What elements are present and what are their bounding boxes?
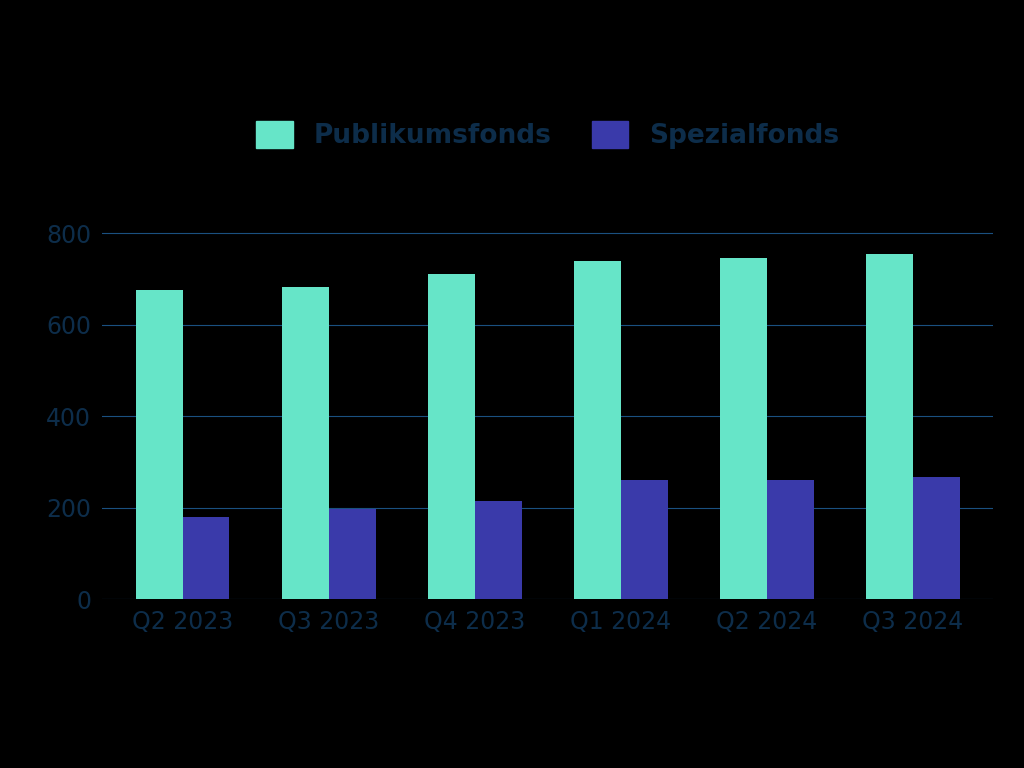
Bar <box>720 259 767 599</box>
Bar <box>913 478 959 599</box>
Bar <box>621 480 668 599</box>
Bar <box>136 290 182 599</box>
Bar <box>182 517 229 599</box>
Bar <box>475 501 521 599</box>
Legend: Publikumsfonds, Spezialfonds: Publikumsfonds, Spezialfonds <box>256 121 840 149</box>
Bar <box>329 509 376 599</box>
Bar <box>767 480 814 599</box>
Bar <box>428 273 475 599</box>
Bar <box>866 254 913 599</box>
Bar <box>574 261 621 599</box>
Bar <box>282 287 329 599</box>
